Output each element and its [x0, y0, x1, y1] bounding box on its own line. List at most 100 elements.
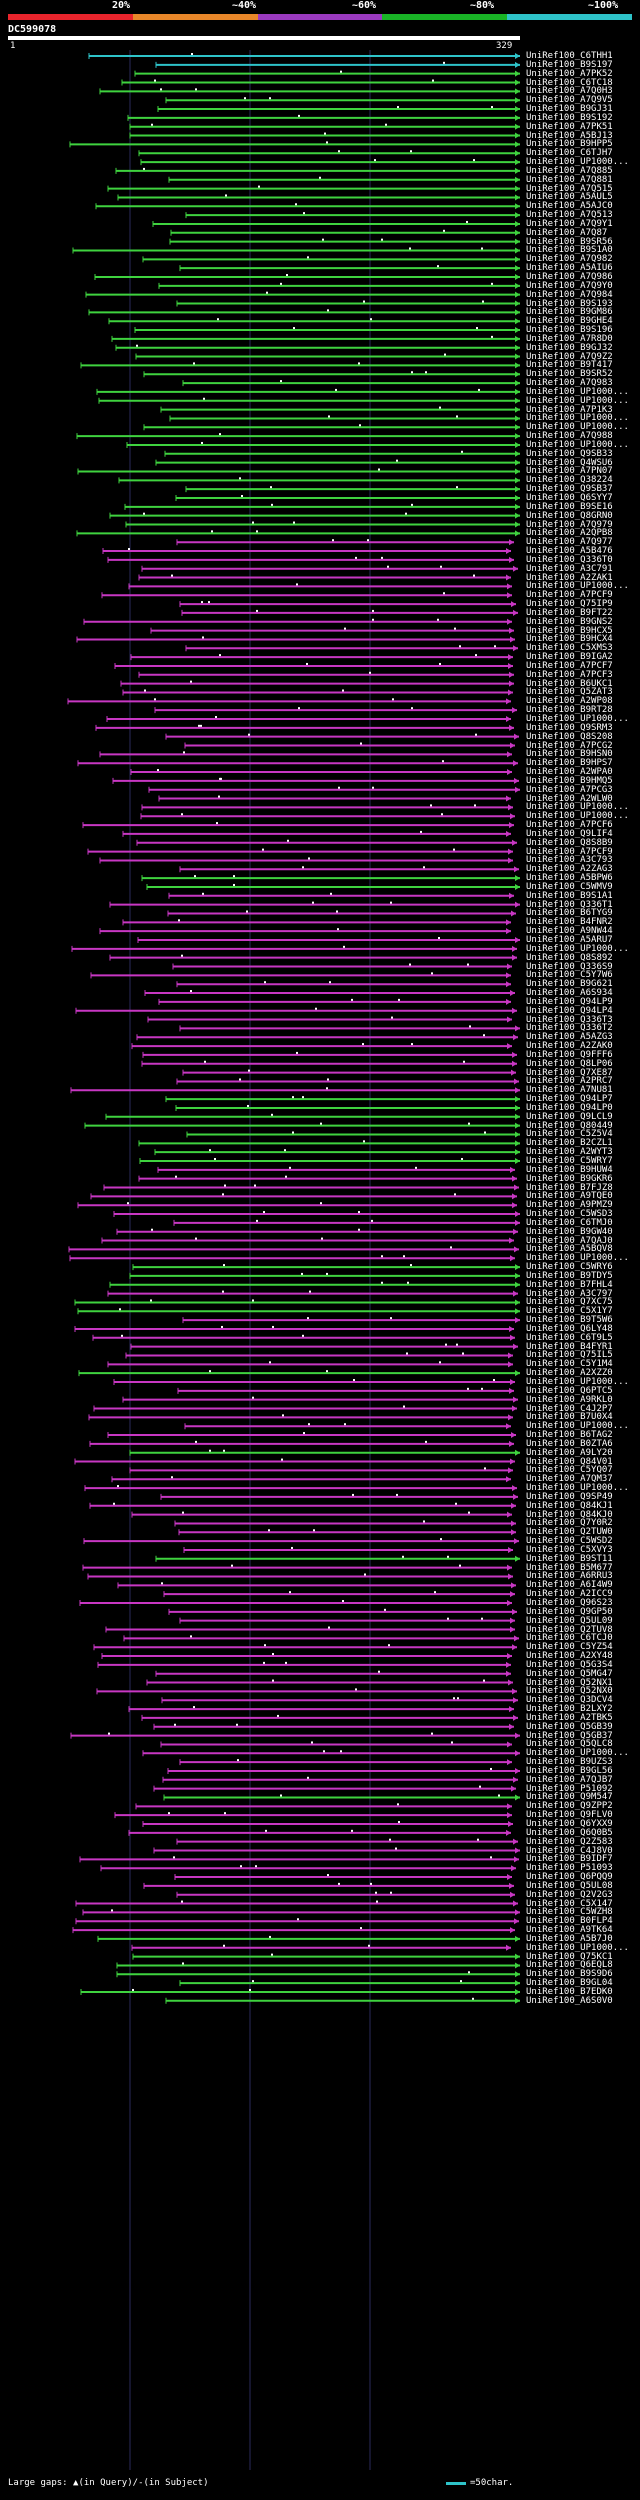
hit-label[interactable]: UniRef100_A5BPW6	[526, 873, 613, 884]
hit-label[interactable]: UniRef100_Q8S892	[526, 952, 613, 963]
hit-label[interactable]: UniRef100_B7FHL4	[526, 1279, 613, 1290]
hit-label[interactable]: UniRef100_B9GL56	[526, 1765, 613, 1776]
hit-label[interactable]: UniRef100_A6S0V0	[526, 1995, 613, 2006]
hit-label[interactable]: UniRef100_A2WP08	[526, 696, 613, 707]
hit-label[interactable]: UniRef100_A5AIU6	[526, 263, 613, 274]
hit-label[interactable]: UniRef100_A2ZAK0	[526, 1041, 613, 1052]
hit-label[interactable]: UniRef100_UP1000...	[526, 1942, 629, 1953]
hit-label[interactable]: UniRef100_B9GJ31	[526, 104, 613, 115]
hit-label[interactable]: UniRef100_C5XVY3	[526, 1544, 613, 1555]
hit-label[interactable]: UniRef100_A7Q9V5	[526, 95, 613, 106]
hit-label[interactable]: UniRef100_Q6LY48	[526, 1323, 613, 1334]
hit-label[interactable]: UniRef100_B9GL04	[526, 1978, 613, 1989]
hit-label[interactable]: UniRef100_UP1000...	[526, 1748, 629, 1759]
hit-label[interactable]: UniRef100_Q9GP50	[526, 1606, 613, 1617]
hit-label[interactable]: UniRef100_Q8LP06	[526, 1058, 613, 1069]
hit-label[interactable]: UniRef100_Q52NX1	[526, 1677, 613, 1688]
hit-label[interactable]: UniRef100_A2TBK5	[526, 1712, 613, 1723]
hit-label[interactable]: UniRef100_Q7XE87	[526, 1067, 613, 1078]
hit-label[interactable]: UniRef100_Q2TUV8	[526, 1624, 613, 1635]
hit-label[interactable]: UniRef100_Q8S208	[526, 731, 613, 742]
hit-label[interactable]: UniRef100_C5Z5V4	[526, 1129, 613, 1140]
hit-label[interactable]: UniRef100_B9T5W6	[526, 1315, 613, 1326]
hit-label[interactable]: UniRef100_Q94LP7	[526, 1094, 613, 1105]
hit-label[interactable]: UniRef100_B9GKR6	[526, 1173, 613, 1184]
hit-label[interactable]: UniRef100_C6TC18	[526, 77, 613, 88]
hit-label[interactable]: UniRef100_A6S934	[526, 988, 613, 999]
hit-label[interactable]: UniRef100_Q4WSU6	[526, 457, 613, 468]
hit-label[interactable]: UniRef100_Q96S23	[526, 1598, 613, 1608]
hit-label[interactable]: UniRef100_UP1000...	[526, 422, 629, 433]
hit-label[interactable]: UniRef100_C4J8V0	[526, 1845, 613, 1856]
hit-label[interactable]: UniRef100_A5BJ13	[526, 130, 613, 141]
hit-label[interactable]: UniRef100_C6T9L5	[526, 1332, 613, 1343]
hit-label[interactable]: UniRef100_A6I4W9	[526, 1580, 613, 1591]
hit-label[interactable]: UniRef100_A2ZAK1	[526, 572, 613, 583]
hit-label[interactable]: UniRef100_B9S1A0	[526, 245, 613, 256]
hit-label[interactable]: UniRef100_B9FT22	[526, 607, 613, 618]
hit-label[interactable]: UniRef100_UP1000...	[526, 811, 629, 822]
hit-label[interactable]: UniRef100_C6TJH7	[526, 148, 613, 159]
hit-label[interactable]: UniRef100_B9HMQ5	[526, 775, 613, 786]
hit-label[interactable]: UniRef100_UP1000...	[526, 439, 629, 450]
hit-label[interactable]: UniRef100_A7Q977	[526, 537, 613, 548]
hit-label[interactable]: UniRef100_C6TMJ0	[526, 1217, 613, 1228]
hit-label[interactable]: UniRef100_Q2V2G3	[526, 1889, 613, 1900]
hit-label[interactable]: UniRef100_C5WSD3	[526, 1209, 613, 1220]
hit-label[interactable]: UniRef100_B2CZL1	[526, 1138, 613, 1149]
hit-label[interactable]: UniRef100_B2LXY2	[526, 1704, 613, 1715]
hit-label[interactable]: UniRef100_A7Q885	[526, 165, 613, 176]
hit-label[interactable]: UniRef100_A9TK64	[526, 1925, 613, 1936]
hit-label[interactable]: UniRef100_A7QAJ0	[526, 1235, 613, 1246]
hit-label[interactable]: UniRef100_A7Q9Y1	[526, 218, 613, 229]
hit-label[interactable]: UniRef100_UP1000...	[526, 157, 629, 168]
hit-label[interactable]: UniRef100_Q2TUW0	[526, 1527, 613, 1538]
hit-label[interactable]: UniRef100_A7Q87	[526, 227, 608, 238]
hit-label[interactable]: UniRef100_Q75IL5	[526, 1350, 613, 1361]
hit-label[interactable]: UniRef100_A7Q982	[526, 254, 613, 265]
hit-label[interactable]: UniRef100_Q9SB37	[526, 484, 613, 495]
hit-label[interactable]: UniRef100_Q9SP49	[526, 1491, 613, 1502]
hit-label[interactable]: UniRef100_Q6Q0B5	[526, 1827, 613, 1838]
hit-label[interactable]: UniRef100_A7P1K3	[526, 404, 613, 415]
hit-label[interactable]: UniRef100_Q9ZPP2	[526, 1801, 613, 1812]
hit-label[interactable]: UniRef100_A2XY48	[526, 1651, 613, 1662]
hit-label[interactable]: UniRef100_A7Q0H3	[526, 86, 613, 97]
hit-label[interactable]: UniRef100_B9IDF7	[526, 1854, 613, 1865]
hit-label[interactable]: UniRef100_Q8S8B9	[526, 837, 613, 848]
hit-label[interactable]: UniRef100_Q336T3	[526, 1014, 613, 1025]
hit-label[interactable]: UniRef100_B9HSN0	[526, 749, 613, 760]
hit-label[interactable]: UniRef100_Q8GRN0	[526, 510, 613, 521]
hit-label[interactable]: UniRef100_Q6EQL8	[526, 1960, 613, 1971]
hit-label[interactable]: UniRef100_B7EDK0	[526, 1986, 613, 1997]
hit-label[interactable]: UniRef100_C5X147	[526, 1898, 613, 1909]
hit-label[interactable]: UniRef100_B9TDY5	[526, 1270, 613, 1281]
hit-label[interactable]: UniRef100_Q9FLV0	[526, 1810, 613, 1821]
hit-label[interactable]: UniRef100_UP1000...	[526, 395, 629, 406]
hit-label[interactable]: UniRef100_A7QJB7	[526, 1774, 613, 1785]
hit-label[interactable]: UniRef100_A7Q515	[526, 183, 613, 194]
hit-label[interactable]: UniRef100_B9HCX5	[526, 625, 613, 636]
hit-label[interactable]: UniRef100_B9S193	[526, 298, 613, 309]
hit-label[interactable]: UniRef100_Q80449	[526, 1120, 613, 1131]
hit-label[interactable]: UniRef100_Q6PQQ9	[526, 1872, 613, 1883]
hit-label[interactable]: UniRef100_C5X1Y7	[526, 1306, 613, 1317]
hit-label[interactable]: UniRef100_Q336T0	[526, 554, 613, 565]
hit-label[interactable]: UniRef100_Q6YXX9	[526, 1819, 613, 1829]
hit-label[interactable]: UniRef100_Q75IP9	[526, 599, 613, 610]
hit-label[interactable]: UniRef100_C5WZH8	[526, 1907, 613, 1918]
hit-label[interactable]: UniRef100_Q94LP0	[526, 1102, 613, 1113]
hit-label[interactable]: UniRef100_UP1000...	[526, 1483, 629, 1494]
hit-label[interactable]: UniRef100_B9SR56	[526, 236, 613, 247]
hit-label[interactable]: UniRef100_B6UKC1	[526, 678, 613, 689]
hit-label[interactable]: UniRef100_A5B476	[526, 546, 613, 557]
hit-label[interactable]: UniRef100_UP1000...	[526, 802, 629, 813]
hit-label[interactable]: UniRef100_A7Q979	[526, 519, 613, 530]
hit-label[interactable]: UniRef100_C5WRY7	[526, 1156, 613, 1166]
hit-label[interactable]: UniRef100_A7Q983	[526, 378, 613, 389]
hit-label[interactable]: UniRef100_B9HPS7	[526, 758, 613, 769]
hit-label[interactable]: UniRef100_A9LY20	[526, 1447, 613, 1458]
hit-label[interactable]: UniRef100_Q6PTC5	[526, 1385, 613, 1396]
hit-label[interactable]: UniRef100_A7Q984	[526, 289, 613, 300]
hit-label[interactable]: UniRef100_A3C797	[526, 1288, 613, 1299]
